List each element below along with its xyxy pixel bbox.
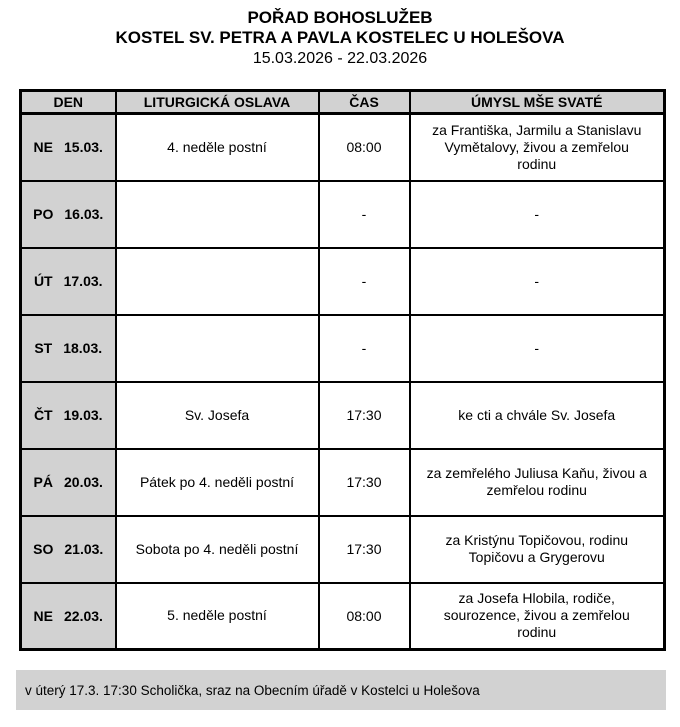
time-cell: 17:30 bbox=[317, 380, 411, 450]
day-date: 21.03. bbox=[64, 541, 104, 557]
page-title: POŘAD BOHOSLUŽEB bbox=[247, 8, 433, 27]
day-cell: SO 21.03. bbox=[19, 514, 117, 584]
table-row: SO 21.03. Sobota po 4. neděli postní 17:… bbox=[19, 514, 666, 584]
day-abbr: ST bbox=[34, 340, 53, 356]
intention-cell: za Josefa Hlobila, rodiče, sourozence, ž… bbox=[408, 581, 666, 651]
col-header-den: DEN bbox=[19, 89, 117, 115]
day-date: 16.03. bbox=[64, 206, 104, 222]
day-cell: ST 18.03. bbox=[19, 313, 117, 383]
time-cell: - bbox=[317, 179, 411, 249]
intention-cell: ke cti a chvále Sv. Josefa bbox=[408, 380, 666, 450]
day-abbr: PÁ bbox=[33, 474, 53, 490]
celebration-cell bbox=[114, 313, 320, 383]
intention-cell: - bbox=[408, 179, 666, 249]
table-row: PÁ 20.03. Pátek po 4. neděli postní 17:3… bbox=[19, 447, 666, 517]
day-abbr: ČT bbox=[33, 407, 53, 423]
table-row: ST 18.03. - - bbox=[19, 313, 666, 383]
intention-cell: za zemřelého Juliusa Kaňu, živou a zemře… bbox=[408, 447, 666, 517]
celebration-cell: Sv. Josefa bbox=[114, 380, 320, 450]
document-header: POŘAD BOHOSLUŽEB KOSTEL SV. PETRA A PAVL… bbox=[0, 8, 680, 69]
time-cell: 08:00 bbox=[317, 112, 411, 182]
table-row: NE 22.03. 5. neděle postní 08:00 za Jose… bbox=[19, 581, 666, 651]
day-abbr: NE bbox=[33, 607, 53, 624]
intention-cell: za Kristýnu Topičovou, rodinu Topičovu a… bbox=[408, 514, 666, 584]
col-header-liturgicka-oslava: LITURGICKÁ OSLAVA bbox=[114, 89, 320, 115]
time-cell: 08:00 bbox=[317, 581, 411, 651]
day-cell: NE 22.03. bbox=[19, 581, 117, 651]
day-abbr: NE bbox=[33, 139, 53, 156]
day-abbr: ÚT bbox=[33, 273, 53, 289]
col-header-cas: ČAS bbox=[317, 89, 411, 115]
celebration-cell: 5. neděle postní bbox=[114, 581, 320, 651]
schedule-table: DEN LITURGICKÁ OSLAVA ČAS ÚMYSL MŠE SVAT… bbox=[19, 89, 666, 651]
celebration-cell bbox=[114, 246, 320, 316]
time-cell: 17:30 bbox=[317, 447, 411, 517]
footer-note: v úterý 17.3. 17:30 Scholička, sraz na O… bbox=[16, 670, 666, 710]
day-abbr: PO bbox=[33, 206, 54, 222]
table-row: NE 15.03. 4. neděle postní 08:00 za Fran… bbox=[19, 112, 666, 182]
time-cell: 17:30 bbox=[317, 514, 411, 584]
day-cell: PO 16.03. bbox=[19, 179, 117, 249]
day-cell: ÚT 17.03. bbox=[19, 246, 117, 316]
day-date: 18.03. bbox=[63, 340, 103, 356]
intention-cell: za Františka, Jarmilu a Stanislavu Vymět… bbox=[408, 112, 666, 182]
celebration-cell: 4. neděle postní bbox=[114, 112, 320, 182]
day-cell: PÁ 20.03. bbox=[19, 447, 117, 517]
table-row: ČT 19.03. Sv. Josefa 17:30 ke cti a chvá… bbox=[19, 380, 666, 450]
col-header-umysl: ÚMYSL MŠE SVATÉ bbox=[408, 89, 666, 115]
date-range: 15.03.2026 - 22.03.2026 bbox=[252, 50, 428, 67]
day-abbr: SO bbox=[33, 541, 54, 557]
time-cell: - bbox=[317, 246, 411, 316]
intention-cell: - bbox=[408, 246, 666, 316]
intention-cell: - bbox=[408, 313, 666, 383]
table-header-row: DEN LITURGICKÁ OSLAVA ČAS ÚMYSL MŠE SVAT… bbox=[19, 89, 666, 115]
celebration-cell bbox=[114, 179, 320, 249]
table-row: ÚT 17.03. - - bbox=[19, 246, 666, 316]
day-date: 17.03. bbox=[63, 273, 103, 289]
celebration-cell: Pátek po 4. neděli postní bbox=[114, 447, 320, 517]
table-row: PO 16.03. - - bbox=[19, 179, 666, 249]
day-cell: NE 15.03. bbox=[19, 112, 117, 182]
day-date: 20.03. bbox=[64, 474, 103, 490]
day-date: 22.03. bbox=[64, 607, 103, 624]
day-date: 19.03. bbox=[63, 407, 103, 423]
day-date: 15.03. bbox=[64, 139, 103, 156]
celebration-cell: Sobota po 4. neděli postní bbox=[114, 514, 320, 584]
time-cell: - bbox=[317, 313, 411, 383]
church-title: KOSTEL SV. PETRA A PAVLA KOSTELEC U HOLE… bbox=[115, 28, 565, 47]
day-cell: ČT 19.03. bbox=[19, 380, 117, 450]
footer-note-text: v úterý 17.3. 17:30 Scholička, sraz na O… bbox=[25, 682, 480, 698]
